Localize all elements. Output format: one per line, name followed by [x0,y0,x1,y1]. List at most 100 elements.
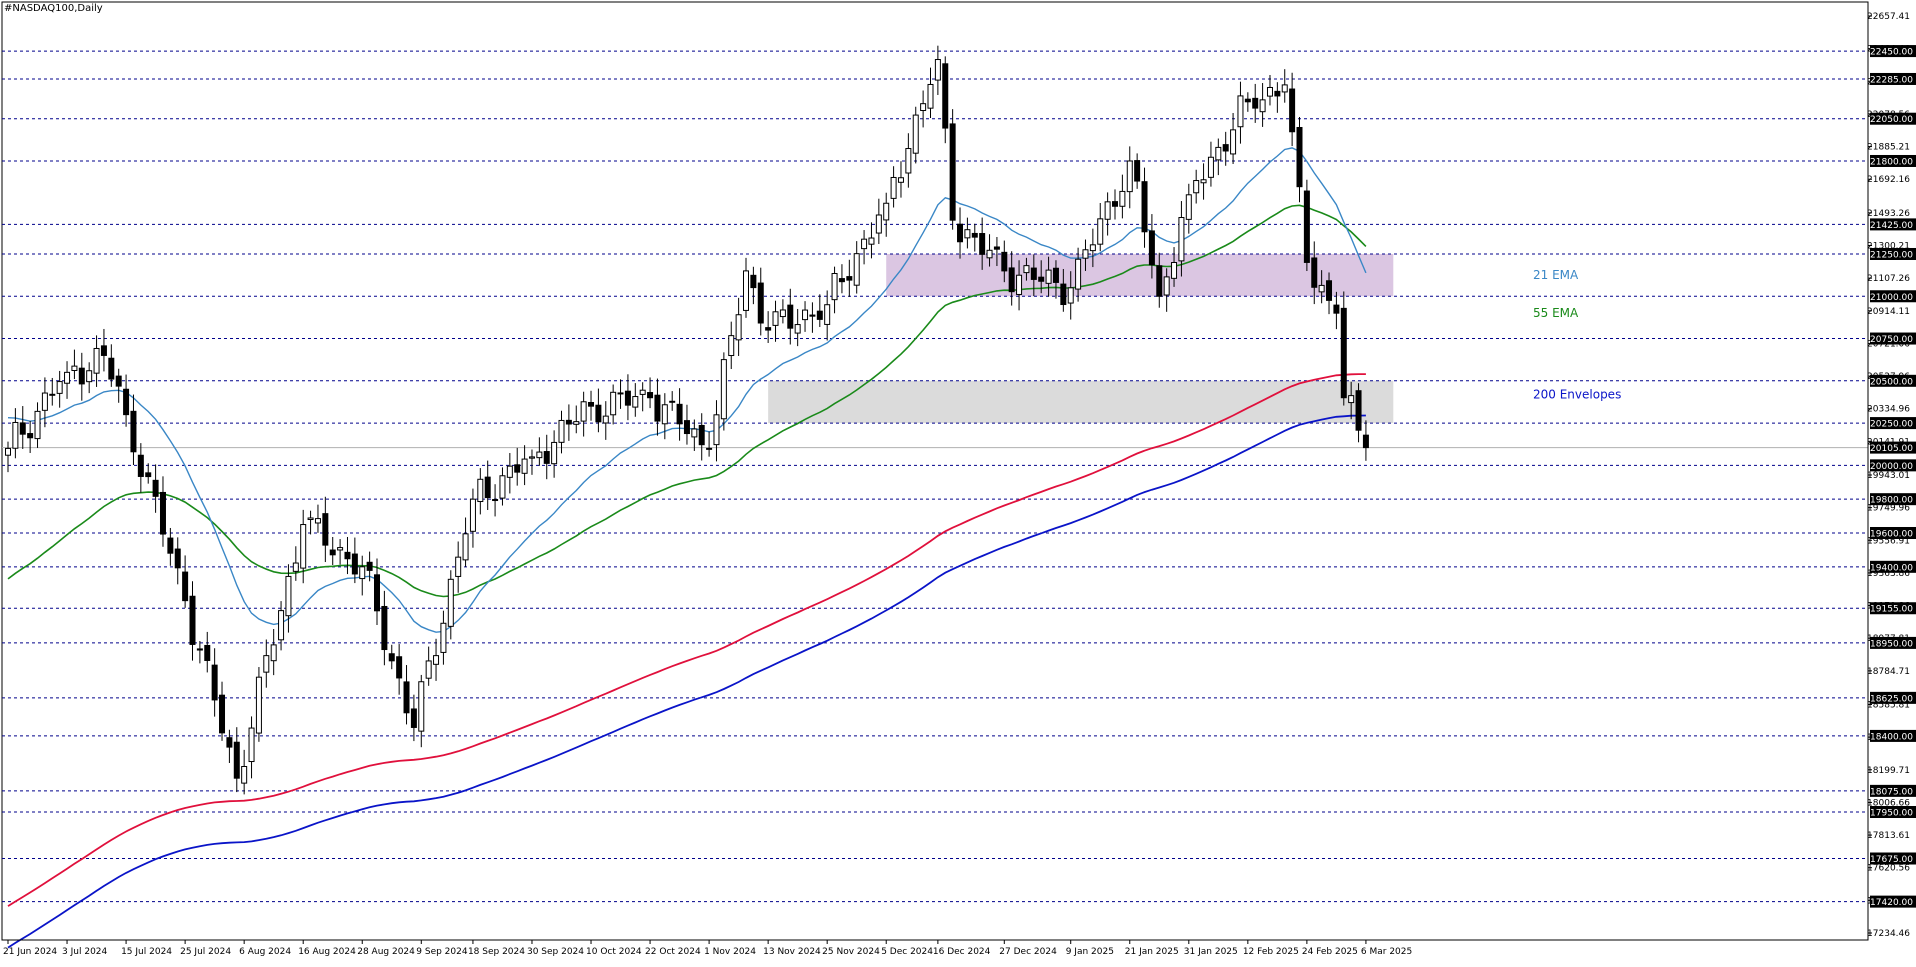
candle [86,370,93,383]
time-axis-label: 18 Sep 2024 [468,947,525,957]
candle [307,517,314,521]
candle [1348,395,1355,404]
level-badge [1870,784,1916,797]
level-badge-label: 20250.00 [1870,420,1913,430]
candle [883,202,890,221]
level-badge-label: 21425.00 [1870,221,1913,231]
candle [720,359,727,420]
time-axis-label: 9 Sep 2024 [416,947,468,957]
candle [64,371,71,384]
label-ema21: 21 EMA [1533,268,1579,282]
candle [278,610,285,641]
candle [182,571,189,602]
level-badge-label: 20000.00 [1870,462,1913,472]
price-axis-label: 20334.96 [1867,405,1910,415]
price-axis-label: 19943.01 [1867,471,1910,481]
candle [19,422,26,435]
level-badge [1870,112,1916,125]
candle [469,498,476,532]
candle [1171,262,1178,279]
candle [949,123,956,221]
candle [1104,201,1111,220]
candle [506,465,513,478]
level-badge [1870,218,1916,231]
candle [750,274,757,289]
candle [1193,180,1200,194]
level-badge-label: 21800.00 [1870,157,1913,167]
time-axis-label: 6 Aug 2024 [239,947,291,957]
price-axis-label: 21107.26 [1867,274,1910,284]
candle [447,578,454,627]
candle [433,655,440,665]
candle [56,381,63,394]
candle [528,456,535,459]
candle [957,223,964,243]
price-axis-label: 22657.41 [1867,12,1910,22]
candle [410,708,417,728]
candle [1215,146,1222,161]
level-badge-label: 19600.00 [1870,529,1913,539]
time-axis-label: 1 Nov 2024 [704,947,756,957]
candle [1082,249,1089,259]
candle [624,390,631,406]
candle [322,513,329,546]
candle [838,278,845,283]
price-axis-label: 19556.91 [1867,536,1910,546]
time-axis-label: 31 Jan 2025 [1184,947,1238,957]
candle [905,148,912,174]
level-badge-label: 18625.00 [1870,694,1913,704]
time-axis-label: 6 Mar 2025 [1361,947,1412,957]
level-badge-label: 19400.00 [1870,563,1913,573]
candle [1230,129,1237,155]
level-badge [1870,154,1916,167]
candle [115,375,122,387]
candle [1252,97,1259,109]
level-badge [1870,560,1916,573]
candle [381,605,388,651]
candle [1045,269,1052,284]
candle [765,327,772,331]
candle [1148,230,1155,266]
candle [927,83,934,109]
candle [93,347,100,374]
price-axis-label: 21493.26 [1867,209,1910,219]
candle [71,365,78,372]
candle [241,765,248,784]
price-axis-label: 21300.21 [1867,241,1910,251]
candle [359,566,366,580]
time-axis-label: 25 Jul 2024 [180,947,231,957]
level-badge [1870,417,1916,430]
candle [1016,274,1023,295]
candle [757,282,764,324]
candle [1259,99,1266,113]
candle [979,233,986,255]
level-badge [1870,247,1916,260]
candle [1244,98,1251,103]
candle [1340,307,1347,399]
price-axis-label: 17813.61 [1867,831,1910,841]
candle [654,394,661,422]
level-badge [1870,806,1916,819]
ema55-line [7,204,1367,598]
price-axis-label: 20914.11 [1867,307,1910,317]
candle [292,562,299,572]
candle [986,249,993,259]
candle [374,574,380,612]
candle [831,273,838,301]
price-axis-label: 18199.71 [1867,766,1910,776]
level-badge [1870,459,1916,472]
candle [897,177,904,183]
candle [5,447,11,456]
level-badge [1870,602,1916,615]
candle [743,270,749,311]
level-badge [1870,374,1916,387]
candle [1266,86,1273,97]
candle [130,410,137,453]
candle [1097,218,1104,245]
candle [337,547,344,551]
time-axis-label: 5 Dec 2024 [881,947,933,957]
candle [137,454,144,477]
time-axis-label: 27 Dec 2024 [999,947,1057,957]
